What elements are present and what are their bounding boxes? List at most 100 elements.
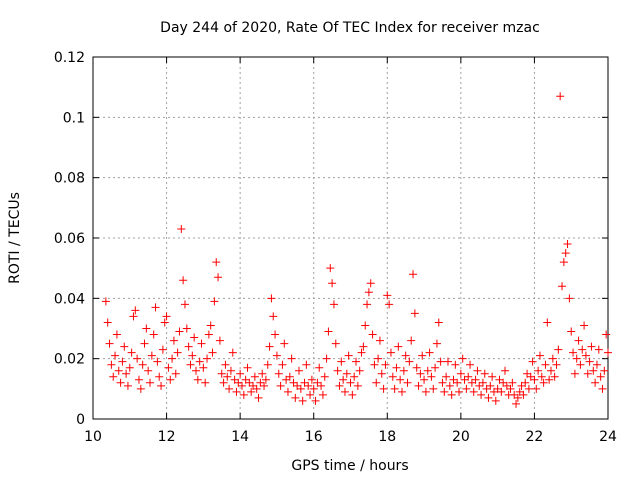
data-point (179, 276, 188, 285)
grid-lines (93, 57, 608, 419)
y-tick-label: 0.08 (54, 171, 85, 187)
data-point (140, 339, 149, 348)
data-point (285, 372, 294, 381)
data-point (173, 348, 182, 357)
data-point (589, 366, 598, 375)
data-point (602, 330, 611, 339)
data-point (451, 360, 460, 369)
data-point (425, 348, 434, 357)
data-point (192, 366, 200, 375)
y-axis-label: ROTI / TECUs (7, 192, 23, 284)
data-point (447, 390, 456, 399)
x-tick-label: 24 (599, 429, 617, 445)
data-point (177, 224, 186, 233)
data-point (501, 366, 509, 375)
x-tick-label: 22 (526, 429, 544, 445)
data-point (287, 354, 296, 363)
data-point (324, 327, 333, 336)
data-point (546, 366, 555, 375)
data-point (587, 342, 596, 351)
data-point (221, 360, 230, 369)
data-point (357, 348, 366, 357)
data-point (190, 333, 199, 342)
data-point (204, 330, 213, 339)
data-point (394, 342, 403, 351)
data-point (524, 384, 533, 393)
data-point (488, 372, 497, 381)
data-point (591, 378, 600, 387)
data-point (412, 363, 421, 372)
data-point (226, 366, 235, 375)
data-point (131, 306, 140, 315)
x-tick-label: 14 (231, 429, 249, 445)
data-point (409, 270, 418, 279)
data-point (405, 357, 414, 366)
x-axis-label: GPS time / hours (291, 458, 408, 474)
data-point (368, 330, 377, 339)
data-point (543, 318, 552, 327)
data-point (147, 351, 156, 360)
data-point (201, 378, 210, 387)
data-point (585, 357, 594, 366)
data-point (440, 387, 449, 396)
data-point (171, 369, 180, 378)
data-point (383, 291, 392, 300)
data-point (512, 399, 521, 408)
data-point (363, 300, 372, 309)
data-point (250, 372, 259, 381)
data-point (377, 369, 386, 378)
data-point (497, 387, 506, 396)
data-point (390, 384, 399, 393)
data-point (477, 390, 486, 399)
data-point (398, 387, 406, 396)
data-point (302, 360, 311, 369)
data-point (276, 381, 285, 390)
data-point (374, 354, 383, 363)
x-tick-label: 10 (84, 429, 102, 445)
data-point (569, 348, 578, 357)
data-point (127, 348, 136, 357)
data-point (443, 357, 452, 366)
data-point (186, 360, 195, 369)
data-point (392, 363, 401, 372)
data-point (258, 369, 267, 378)
data-point (149, 330, 158, 339)
data-point (219, 378, 228, 387)
data-point (521, 378, 530, 387)
data-point (372, 378, 381, 387)
data-point (133, 354, 142, 363)
data-point (304, 381, 313, 390)
data-point (223, 372, 232, 381)
data-point (210, 297, 219, 306)
data-point (407, 336, 416, 345)
data-point (333, 366, 342, 375)
data-point (513, 393, 522, 402)
data-point (182, 324, 191, 333)
data-point (423, 366, 432, 375)
data-point (331, 339, 340, 348)
data-point (162, 312, 171, 321)
data-point (317, 381, 326, 390)
data-point (296, 384, 305, 393)
data-point (278, 360, 287, 369)
data-point (146, 378, 155, 387)
y-tick-label: 0.04 (54, 291, 85, 307)
data-point (352, 357, 361, 366)
data-point (328, 279, 337, 288)
data-point (346, 378, 355, 387)
data-point (532, 384, 541, 393)
data-point (107, 360, 116, 369)
data-point (195, 357, 204, 366)
data-point (580, 321, 589, 330)
data-point (508, 378, 517, 387)
y-tick-label: 0.02 (54, 352, 85, 368)
data-point (548, 354, 557, 363)
data-point (414, 381, 423, 390)
data-point (381, 360, 390, 369)
data-point (239, 390, 248, 399)
data-point (260, 381, 269, 390)
data-point (550, 372, 559, 381)
data-point (431, 363, 440, 372)
data-point (567, 327, 576, 336)
data-point (101, 297, 110, 306)
